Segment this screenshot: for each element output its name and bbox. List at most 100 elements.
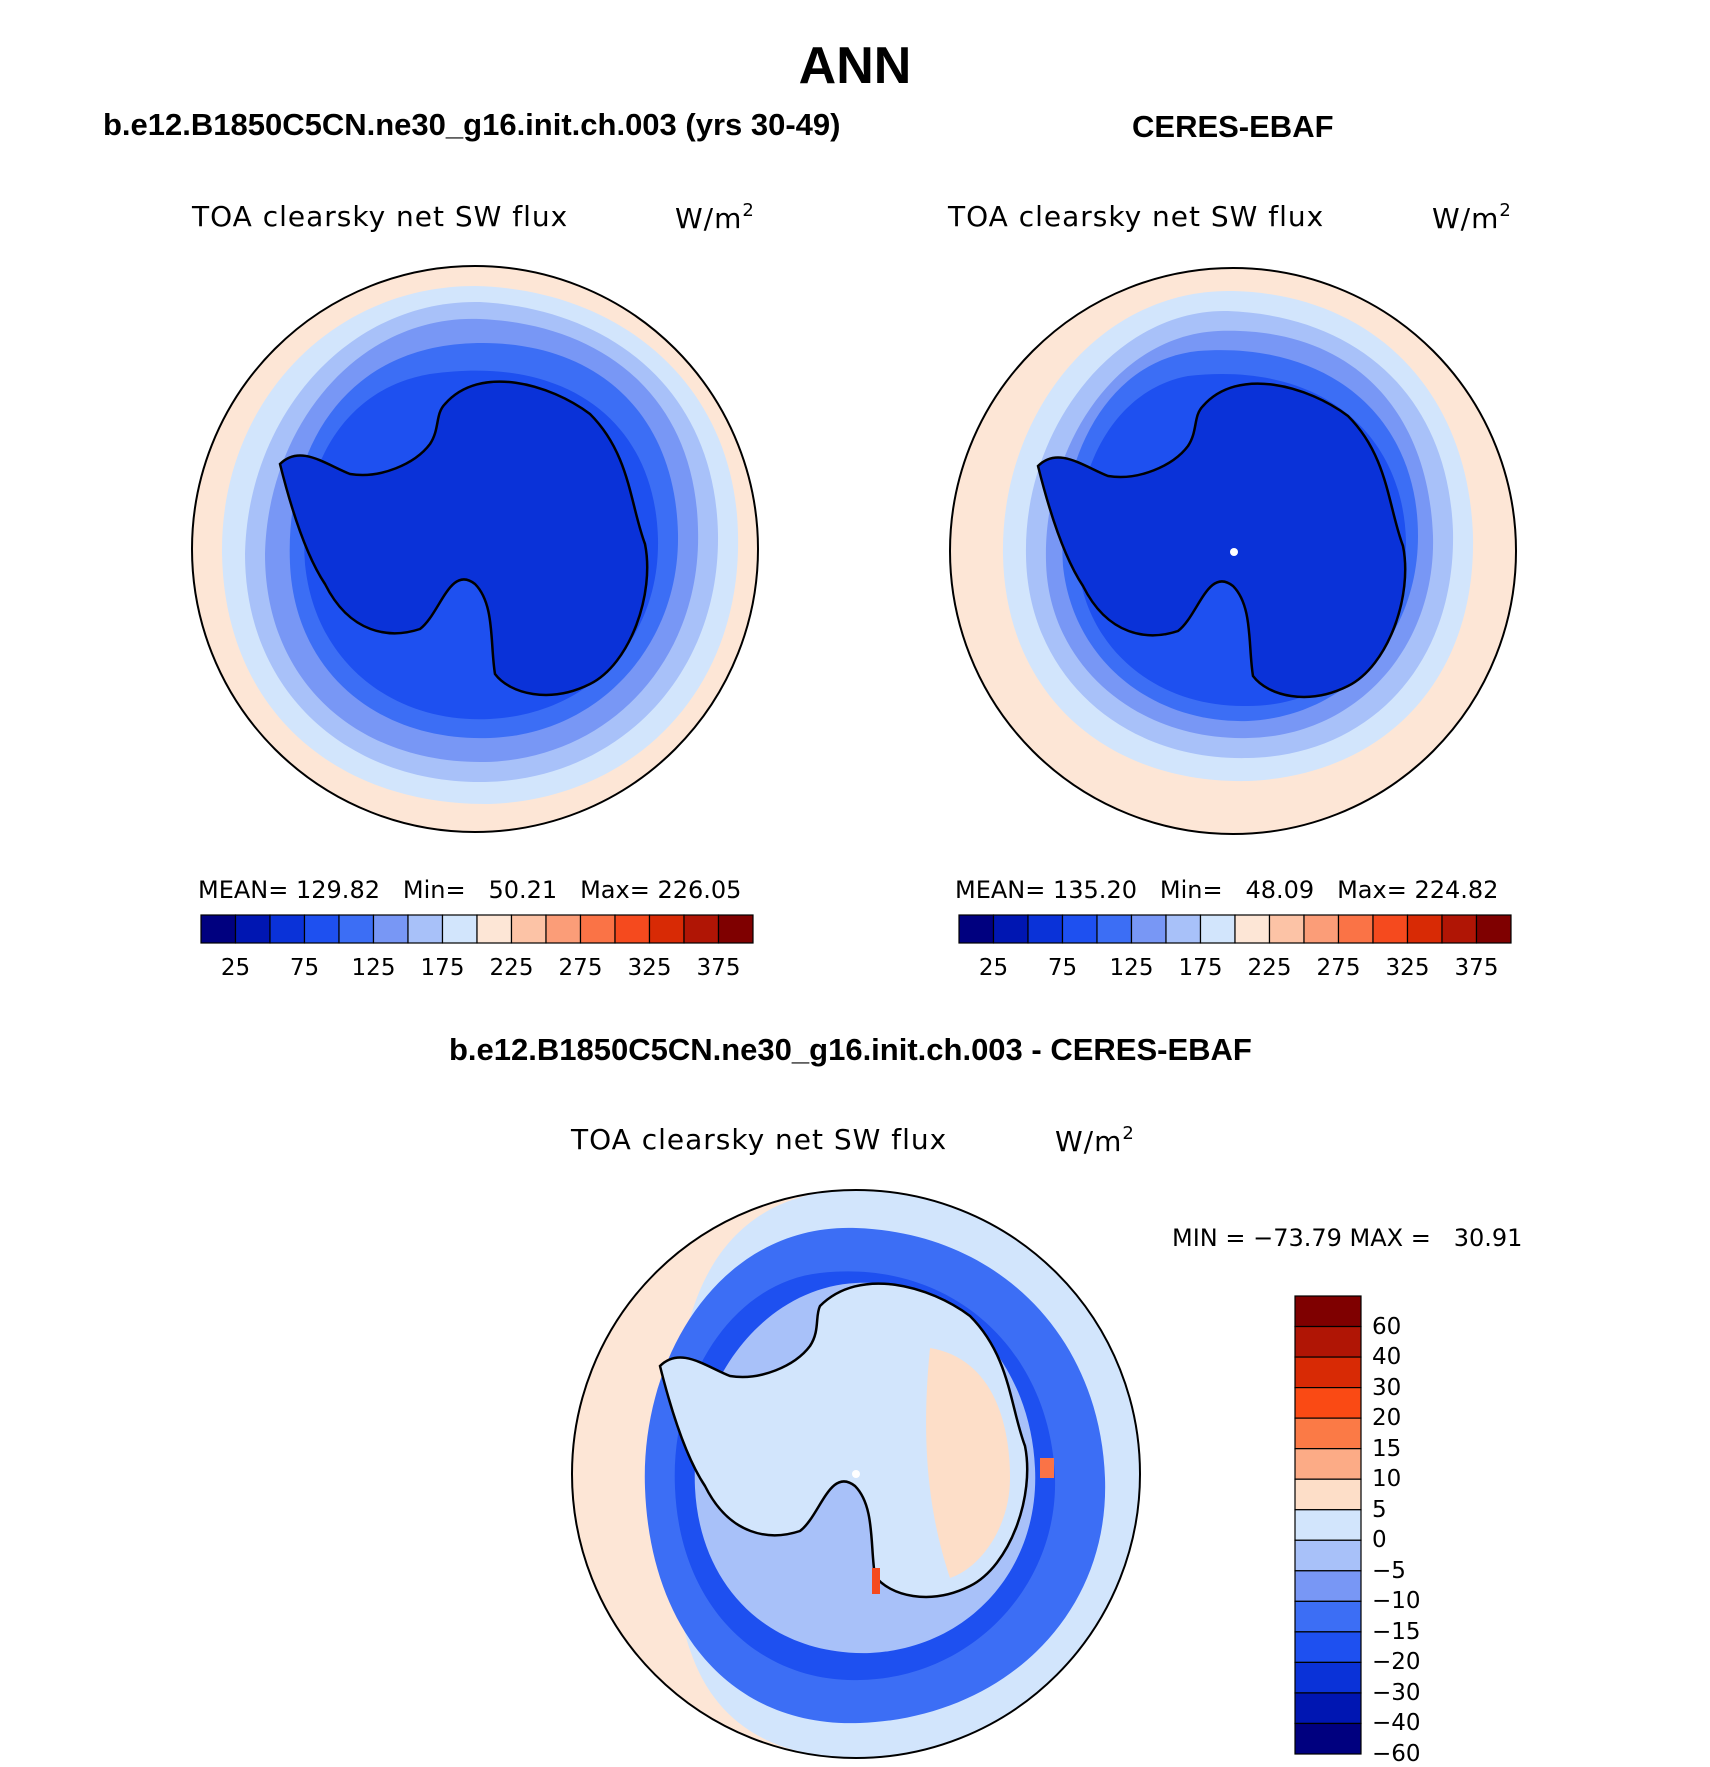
colorbar-swatch	[1294, 1386, 1362, 1419]
colorbar-swatch	[1337, 914, 1374, 944]
panel1-variable-title: TOA clearsky net SW flux	[192, 200, 569, 233]
colorbar-tick-label: 25	[978, 955, 1009, 981]
colorbar-swatch	[1294, 1325, 1362, 1358]
colorbar-swatch	[1294, 1661, 1362, 1694]
colorbar-tick-label: 15	[1372, 1435, 1402, 1462]
colorbar-tick-label: 75	[1047, 955, 1078, 981]
colorbar-tick-label: 60	[1372, 1313, 1402, 1340]
colorbar-tick-label: 375	[1454, 955, 1499, 981]
colorbar-swatch	[476, 914, 513, 944]
colorbar-tick-label: 125	[351, 955, 396, 981]
colorbar-swatch	[579, 914, 616, 944]
colorbar-swatch	[1372, 914, 1409, 944]
colorbar-tick-label: 125	[1109, 955, 1154, 981]
colorbar-swatch	[614, 914, 651, 944]
colorbar-swatch	[1294, 1722, 1362, 1755]
colorbar-swatch	[234, 914, 271, 944]
colorbar-swatch	[1294, 1356, 1362, 1389]
colorbar-tick-label: 40	[1372, 1344, 1402, 1371]
diff-variable-title: TOA clearsky net SW flux	[571, 1123, 948, 1156]
colorbar-swatch	[1406, 914, 1443, 944]
panel2-case-title: CERES-EBAF	[1132, 109, 1334, 144]
colorbar-swatch	[407, 914, 444, 944]
colorbar-tick-label: 20	[1372, 1405, 1402, 1432]
colorbar-swatch	[1294, 1600, 1362, 1633]
colorbar-swatch	[1294, 1417, 1362, 1450]
colorbar-swatch	[269, 914, 306, 944]
colorbar-swatch	[1303, 914, 1340, 944]
diff-colorbar	[1294, 1295, 1362, 1755]
colorbar-tick-label: −40	[1372, 1710, 1421, 1737]
panel1-map	[191, 265, 759, 833]
colorbar-swatch	[1096, 914, 1133, 944]
colorbar-tick-label: −10	[1372, 1588, 1421, 1615]
panel2-map	[949, 267, 1517, 835]
colorbar-swatch	[1294, 1692, 1362, 1725]
panel2-variable-title: TOA clearsky net SW flux	[948, 200, 1325, 233]
colorbar-swatch	[1441, 914, 1478, 944]
colorbar-swatch	[1294, 1478, 1362, 1511]
colorbar-tick-label: −20	[1372, 1649, 1421, 1676]
colorbar-tick-label: −5	[1372, 1557, 1406, 1584]
colorbar-tick-label: 175	[420, 955, 465, 981]
colorbar-swatch	[338, 914, 375, 944]
diff-units: W/m2	[1055, 1123, 1135, 1158]
colorbar-swatch	[545, 914, 582, 944]
colorbar-swatch	[717, 914, 754, 944]
colorbar-tick-label: 275	[1316, 955, 1361, 981]
panel2-units: W/m2	[1432, 200, 1512, 235]
colorbar-tick-label: 225	[489, 955, 534, 981]
panel1-colorbar	[200, 914, 754, 944]
panel2-stats: MEAN= 135.20 Min= 48.09 Max= 224.82	[955, 876, 1499, 904]
panel1-colorbar-ticks: 25 75 125 175 225 275 325 375	[201, 955, 753, 985]
diff-case-title: b.e12.B1850C5CN.ne30_g16.init.ch.003 - C…	[449, 1032, 1252, 1067]
colorbar-tick-label: −60	[1372, 1741, 1421, 1767]
panel2-colorbar-ticks: 25 75 125 175 225 275 325 375	[959, 955, 1511, 985]
colorbar-swatch	[200, 914, 237, 944]
colorbar-swatch	[1165, 914, 1202, 944]
colorbar-swatch	[1027, 914, 1064, 944]
colorbar-tick-label: 30	[1372, 1374, 1402, 1401]
colorbar-swatch	[303, 914, 340, 944]
colorbar-swatch	[1294, 1509, 1362, 1541]
colorbar-tick-label: 325	[1385, 955, 1430, 981]
panel1-case-title: b.e12.B1850C5CN.ne30_g16.init.ch.003 (yr…	[103, 107, 841, 142]
colorbar-swatch	[441, 914, 478, 944]
colorbar-swatch	[1475, 914, 1512, 944]
colorbar-swatch	[1199, 914, 1236, 944]
colorbar-tick-label: 275	[558, 955, 603, 981]
colorbar-swatch	[1061, 914, 1098, 944]
colorbar-swatch	[1294, 1295, 1362, 1328]
colorbar-swatch	[958, 914, 995, 944]
colorbar-swatch	[372, 914, 409, 944]
colorbar-swatch	[992, 914, 1029, 944]
colorbar-tick-label: 175	[1178, 955, 1223, 981]
colorbar-tick-label: 0	[1372, 1527, 1387, 1554]
panel2-colorbar	[958, 914, 1512, 944]
main-title: ANN	[798, 37, 912, 95]
colorbar-swatch	[683, 914, 720, 944]
colorbar-swatch	[648, 914, 685, 944]
colorbar-tick-label: 75	[289, 955, 320, 981]
colorbar-tick-label: 5	[1372, 1496, 1387, 1523]
colorbar-swatch	[510, 914, 547, 944]
colorbar-swatch	[1294, 1631, 1362, 1664]
colorbar-swatch	[1130, 914, 1167, 944]
colorbar-tick-label: 375	[696, 955, 741, 981]
colorbar-tick-label: −15	[1372, 1618, 1421, 1645]
colorbar-tick-label: 10	[1372, 1466, 1402, 1493]
colorbar-swatch	[1294, 1570, 1362, 1602]
colorbar-tick-label: −30	[1372, 1679, 1421, 1706]
panel1-stats: MEAN= 129.82 Min= 50.21 Max= 226.05	[198, 876, 742, 904]
diff-map	[571, 1189, 1141, 1759]
colorbar-swatch	[1234, 914, 1271, 944]
colorbar-tick-label: 25	[220, 955, 251, 981]
colorbar-swatch	[1294, 1448, 1362, 1480]
colorbar-tick-label: 325	[627, 955, 672, 981]
colorbar-swatch	[1294, 1539, 1362, 1572]
colorbar-tick-label: 225	[1247, 955, 1292, 981]
diff-minmax: MIN = −73.79 MAX = 30.91	[1172, 1224, 1523, 1252]
diff-colorbar-ticks: 60 40 30 20 15 10 5 0 −5 −10 −15 −20 −30 −40 −60	[1372, 1296, 1452, 1767]
panel1-units: W/m2	[675, 200, 755, 235]
colorbar-swatch	[1268, 914, 1305, 944]
